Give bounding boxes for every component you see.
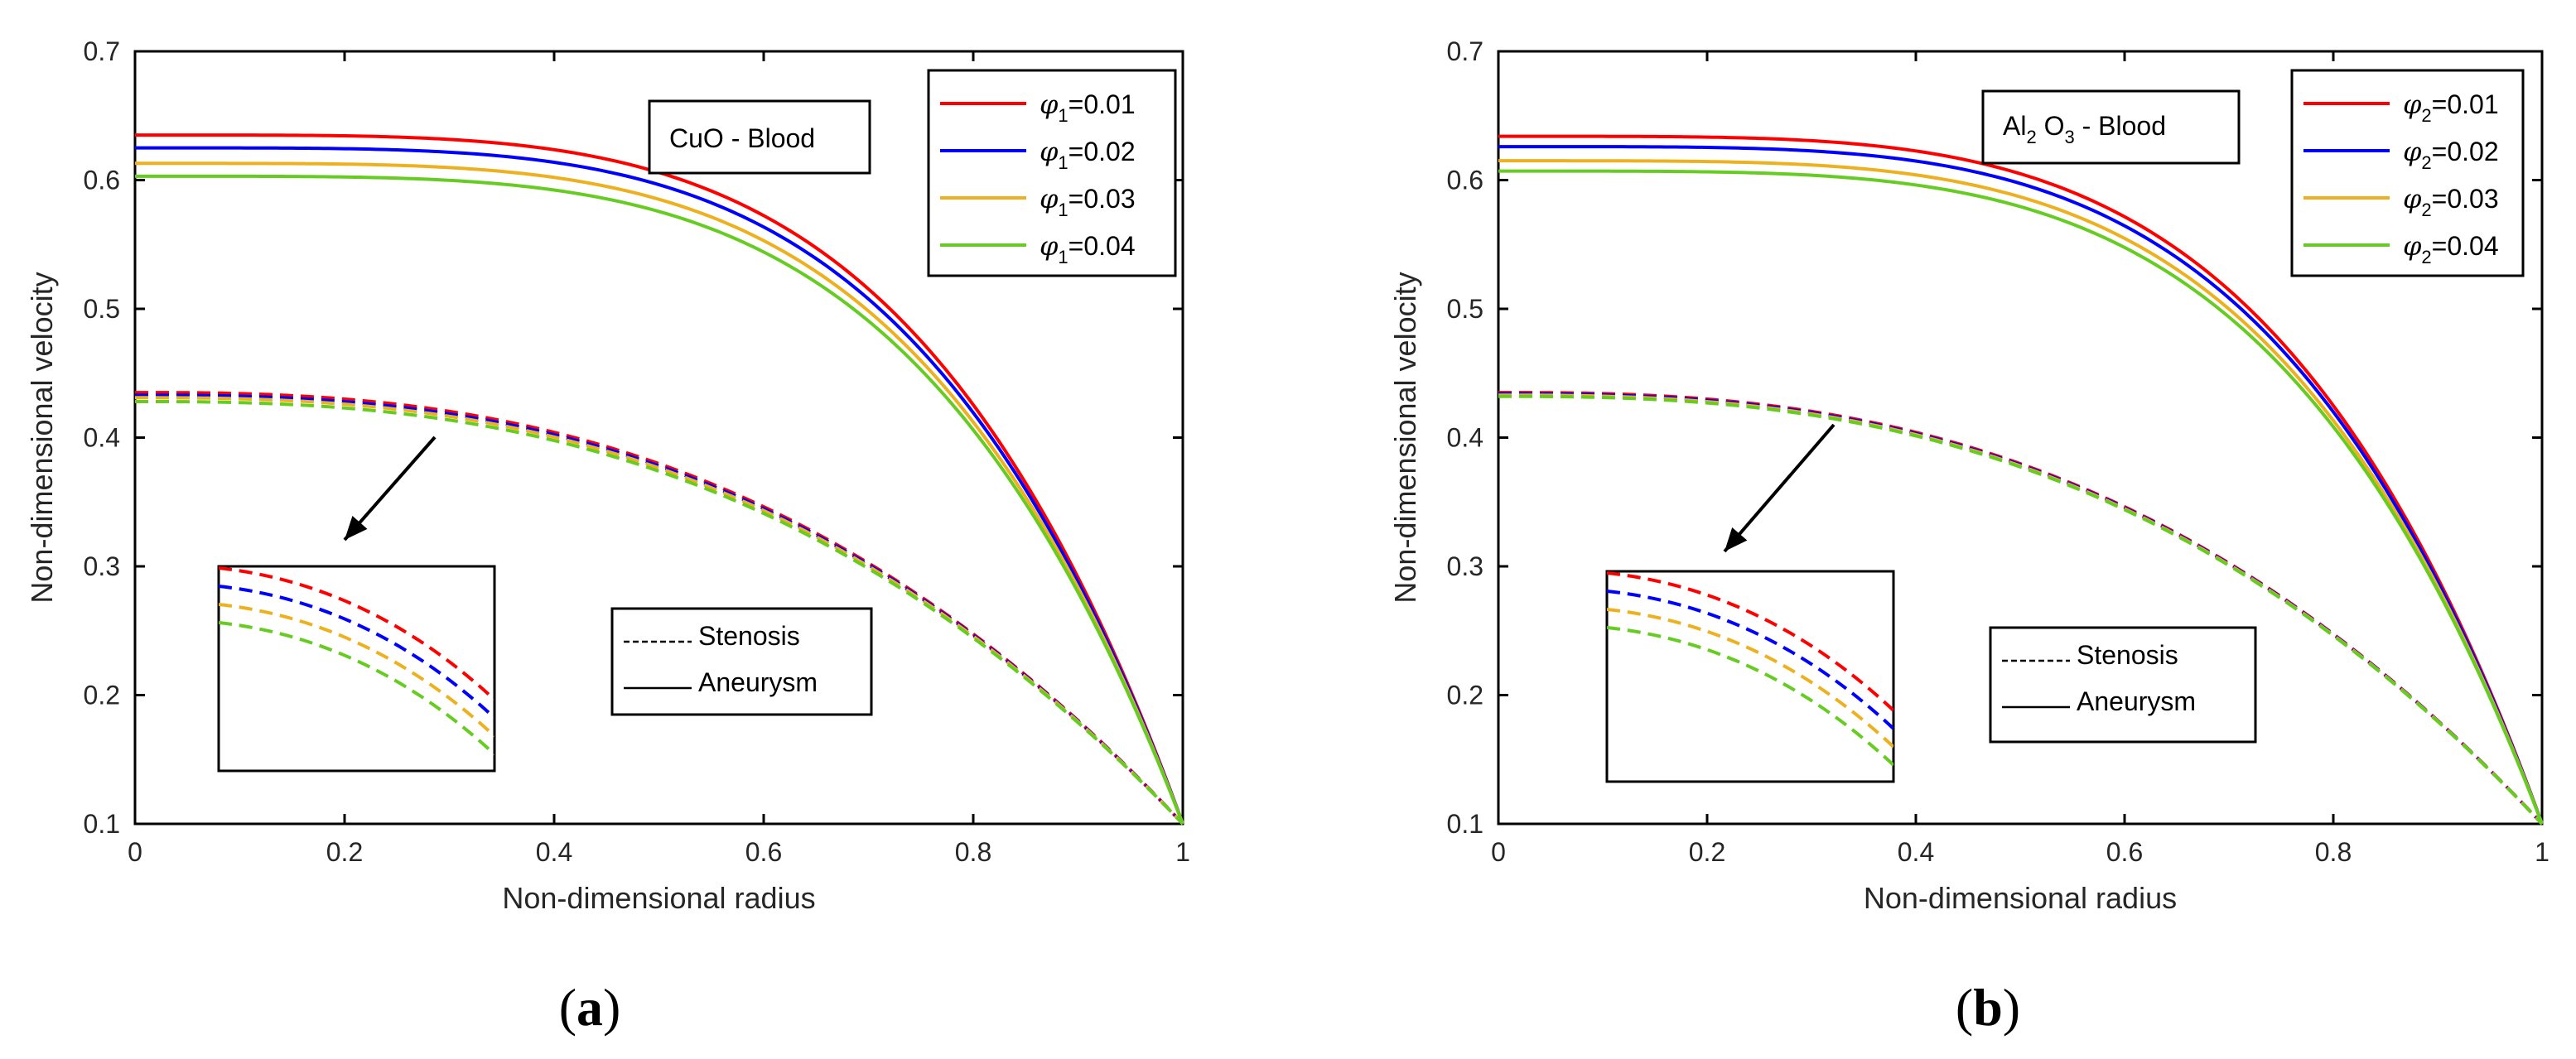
legend-entry-3: φ2=0.03 [2403, 183, 2499, 220]
stenosis-line-4 [1498, 394, 2544, 826]
aneurysm-line-4 [134, 174, 1184, 825]
aneurysm-line-3 [134, 161, 1184, 825]
legend-entry-1: φ2=0.01 [2403, 89, 2499, 126]
aneurysm-line-4 [1498, 169, 2544, 825]
line-style-legend-box [1989, 626, 2257, 744]
x-tick-label: 0 [128, 837, 142, 867]
y-tick-label: 0.3 [84, 551, 120, 581]
inset-line-4 [1607, 626, 1893, 767]
inset-line-3 [1607, 608, 1893, 749]
y-tick-label: 0.1 [1447, 809, 1483, 839]
inset-line-1 [1607, 571, 1893, 712]
panel-a: 0 0.2 0.4 0.6 0.8 1 0.1 0.2 0.3 0.4 0.5 0.6 0.7 Non-d… [25, 36, 1190, 1037]
line-style-label-stenosis: Stenosis [2077, 640, 2178, 670]
x-tick-label: 0.2 [326, 837, 363, 867]
material-label-box [648, 99, 871, 175]
inset-box [1605, 570, 1895, 783]
stenosis-line-3 [135, 396, 1184, 826]
inset-line-3 [219, 603, 494, 738]
material-label-box [1981, 89, 2241, 165]
y-tick-label: 0.2 [1447, 681, 1483, 710]
x-tick-label: 0.4 [536, 837, 572, 867]
inset-line-2 [219, 585, 494, 720]
y-tick-label: 0.7 [1447, 36, 1483, 66]
inset-line-1 [219, 566, 494, 701]
aneurysm-line-3 [1498, 159, 2544, 825]
material-label: Al2 O3 - Blood [2003, 111, 2166, 147]
aneurysm-line-2 [134, 146, 1184, 825]
y-tick-label: 0.6 [84, 166, 120, 195]
y-tick-label: 0.7 [84, 36, 120, 66]
legend-entry-3: φ1=0.03 [1040, 183, 1136, 220]
arrow-line [1723, 423, 1836, 553]
line-style-label-aneurysm: Aneurysm [698, 667, 818, 697]
legend-entry-2: φ1=0.02 [1040, 136, 1136, 173]
inset-lines [1607, 571, 1893, 767]
line-style-legend-box [610, 607, 873, 716]
y-tick-label: 0.5 [84, 294, 120, 324]
stenosis-line-4 [135, 399, 1184, 826]
inset-lines [219, 566, 494, 756]
material-label: CuO - Blood [669, 123, 815, 153]
panel-b: 0 0.2 0.4 0.6 0.8 1 0.1 0.2 0.3 0.4 0.5 0.6 0.7 Non-d… [1388, 36, 2549, 1037]
x-tick-label: 1 [1175, 837, 1190, 867]
legend-entry-1: φ1=0.01 [1040, 89, 1136, 126]
x-axis-label: Non-dimensional radius [1864, 881, 2177, 915]
line-style-label-stenosis: Stenosis [698, 621, 800, 651]
panel-caption: (a) [559, 978, 621, 1037]
aneurysm-line-2 [1498, 145, 2544, 825]
x-tick-label: 0.8 [955, 837, 991, 867]
y-tick-label: 0.1 [84, 809, 120, 839]
y-tick-label: 0.2 [84, 681, 120, 710]
x-tick-label: 0.4 [1898, 837, 1934, 867]
x-tick-label: 1 [2535, 837, 2549, 867]
aneurysm-line-1 [1498, 134, 2544, 825]
line-style-label-aneurysm: Aneurysm [2077, 686, 2196, 716]
series-legend-box [927, 69, 1177, 277]
y-tick-label: 0.4 [1447, 423, 1483, 453]
inset-line-4 [219, 621, 494, 756]
legend-entry-4: φ1=0.04 [1040, 230, 1136, 267]
x-tick-label: 0.2 [1689, 837, 1725, 867]
y-tick-label: 0.4 [84, 423, 120, 453]
y-axis-label: Non-dimensional velocity [1388, 272, 1422, 603]
y-tick-label: 0.3 [1447, 551, 1483, 581]
legend-entry-2: φ2=0.02 [2403, 136, 2499, 173]
arrow-head [345, 516, 368, 540]
arrow-head [1725, 527, 1748, 551]
y-tick-label: 0.6 [1447, 166, 1483, 195]
x-tick-label: 0.6 [2106, 837, 2143, 867]
x-tick-label: 0 [1491, 837, 1506, 867]
y-axis-label: Non-dimensional velocity [25, 272, 59, 603]
x-axis-label: Non-dimensional radius [502, 881, 815, 915]
inset-box [217, 565, 496, 773]
inset-line-2 [1607, 590, 1893, 730]
y-tick-label: 0.5 [1447, 294, 1483, 324]
x-tick-label: 0.8 [2315, 837, 2352, 867]
panel-caption: (b) [1956, 978, 2020, 1037]
x-tick-label: 0.6 [745, 837, 782, 867]
legend-entry-4: φ2=0.04 [2403, 230, 2499, 267]
